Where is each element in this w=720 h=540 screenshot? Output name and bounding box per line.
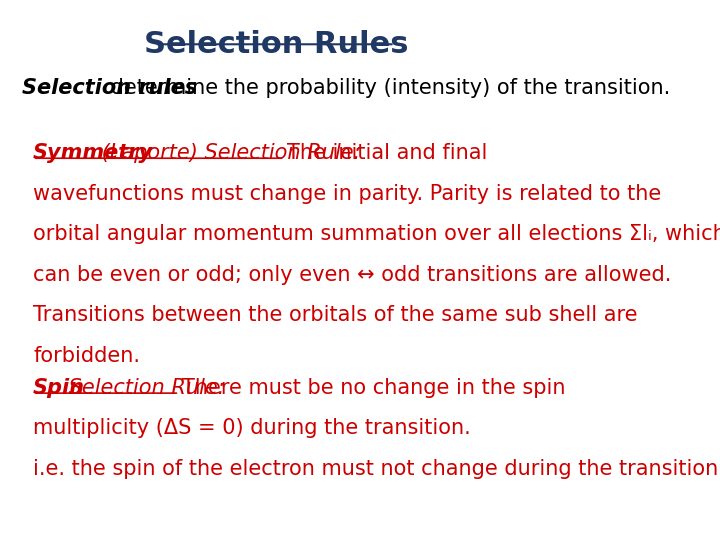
Text: wavefunctions must change in parity. Parity is related to the: wavefunctions must change in parity. Par… — [33, 184, 662, 204]
Text: There must be no change in the spin: There must be no change in the spin — [182, 378, 566, 398]
Text: orbital angular momentum summation over all elections Σlᵢ, which: orbital angular momentum summation over … — [33, 224, 720, 244]
Text: The initial and final: The initial and final — [287, 143, 487, 163]
Text: can be even or odd; only even ↔ odd transitions are allowed.: can be even or odd; only even ↔ odd tran… — [33, 265, 672, 285]
Text: Selection Rules: Selection Rules — [143, 30, 408, 59]
Text: Selection rules: Selection rules — [22, 78, 197, 98]
Text: i.e. the spin of the electron must not change during the transition.: i.e. the spin of the electron must not c… — [33, 459, 720, 479]
Text: Selection Rule:: Selection Rule: — [63, 378, 225, 398]
Text: Symmetry: Symmetry — [33, 143, 153, 163]
Text: forbidden.: forbidden. — [33, 346, 140, 366]
Text: Spin: Spin — [33, 378, 85, 398]
Text: multiplicity (ΔS = 0) during the transition.: multiplicity (ΔS = 0) during the transit… — [33, 418, 471, 438]
Text: Transitions between the orbitals of the same sub shell are: Transitions between the orbitals of the … — [33, 305, 638, 325]
Text: determine the probability (intensity) of the transition.: determine the probability (intensity) of… — [104, 78, 670, 98]
Text: (Laporte) Selection Rule:: (Laporte) Selection Rule: — [96, 143, 361, 163]
